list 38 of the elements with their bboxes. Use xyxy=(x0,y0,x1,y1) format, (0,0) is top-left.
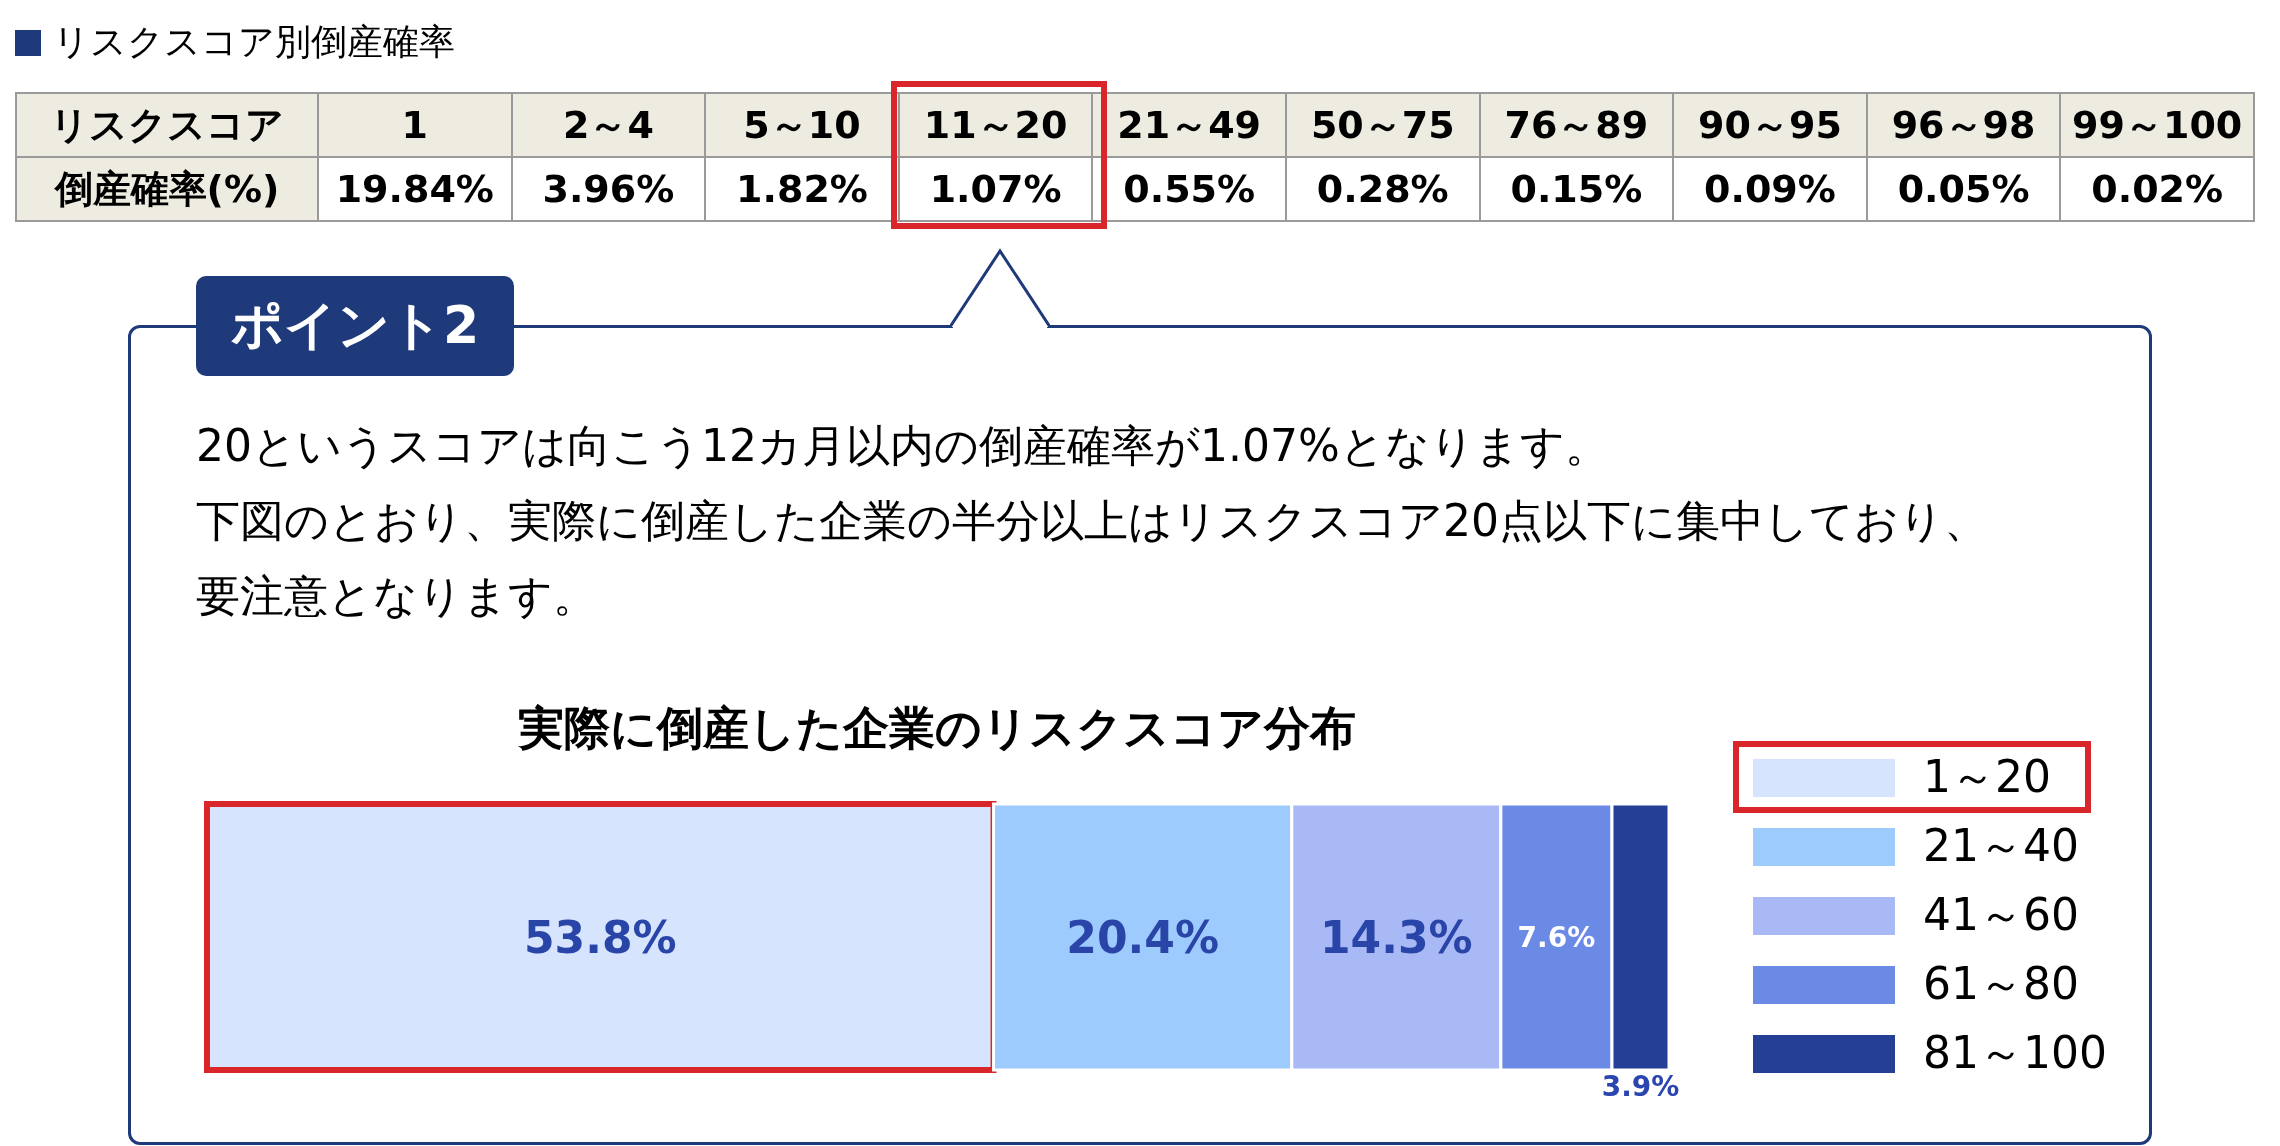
text: 1～20 xyxy=(1923,750,2051,804)
category-label: 96～98 xyxy=(1866,93,2061,157)
data-label: 20.4% xyxy=(1066,911,1220,963)
category-label: 76～89 xyxy=(1479,93,1674,157)
text: 0.05% xyxy=(1897,167,2030,211)
text: リスクスコア別倒産確率 xyxy=(53,20,455,64)
category-label: 1 xyxy=(318,93,512,157)
legend-label: 81～100 xyxy=(1923,1026,2107,1080)
legend-label: 41～60 xyxy=(1923,888,2079,942)
text: 19.84% xyxy=(335,167,494,211)
text: 1.07% xyxy=(929,167,1062,211)
text: 下図のとおり、実際に倒産した企業の半分以上はリスクスコア20点以下に集中しており、 xyxy=(196,494,1988,548)
text: 0.55% xyxy=(1123,167,1256,211)
text: 20というスコアは向こう12カ月以内の倒産確率が1.07%となります。 xyxy=(196,419,1610,473)
category-label: 50～75 xyxy=(1285,93,1480,157)
category-label: 2～4 xyxy=(511,93,706,157)
data-label: 53.8% xyxy=(523,911,677,963)
text: 要注意となります。 xyxy=(196,569,598,623)
category-label: 21～49 xyxy=(1092,93,1286,157)
text: 0.28% xyxy=(1316,167,1449,211)
data-label: 14.3% xyxy=(1320,911,1473,963)
text: ポイント2 xyxy=(196,276,514,376)
text: 0.02% xyxy=(2091,167,2224,211)
text: 倒産確率(%) xyxy=(16,157,318,221)
category-label: 99～100 xyxy=(2060,93,2254,157)
legend-label: 21～40 xyxy=(1923,819,2079,873)
chart-title: 実際に倒産した企業のリスクスコア分布 xyxy=(517,700,1357,757)
category-label: 90～95 xyxy=(1673,93,1867,157)
text: 1.82% xyxy=(736,167,868,211)
category-label: 11～20 xyxy=(898,93,1093,157)
text: 3.96% xyxy=(542,167,675,211)
data-label: 7.6% xyxy=(1517,920,1596,954)
data-label: 3.9% xyxy=(1601,1069,1680,1103)
text: 0.15% xyxy=(1510,167,1643,211)
category-label: 5～10 xyxy=(705,93,899,157)
legend-label: 61～80 xyxy=(1923,957,2079,1011)
text: リスクスコア xyxy=(16,93,318,157)
text: 0.09% xyxy=(1704,167,1836,211)
